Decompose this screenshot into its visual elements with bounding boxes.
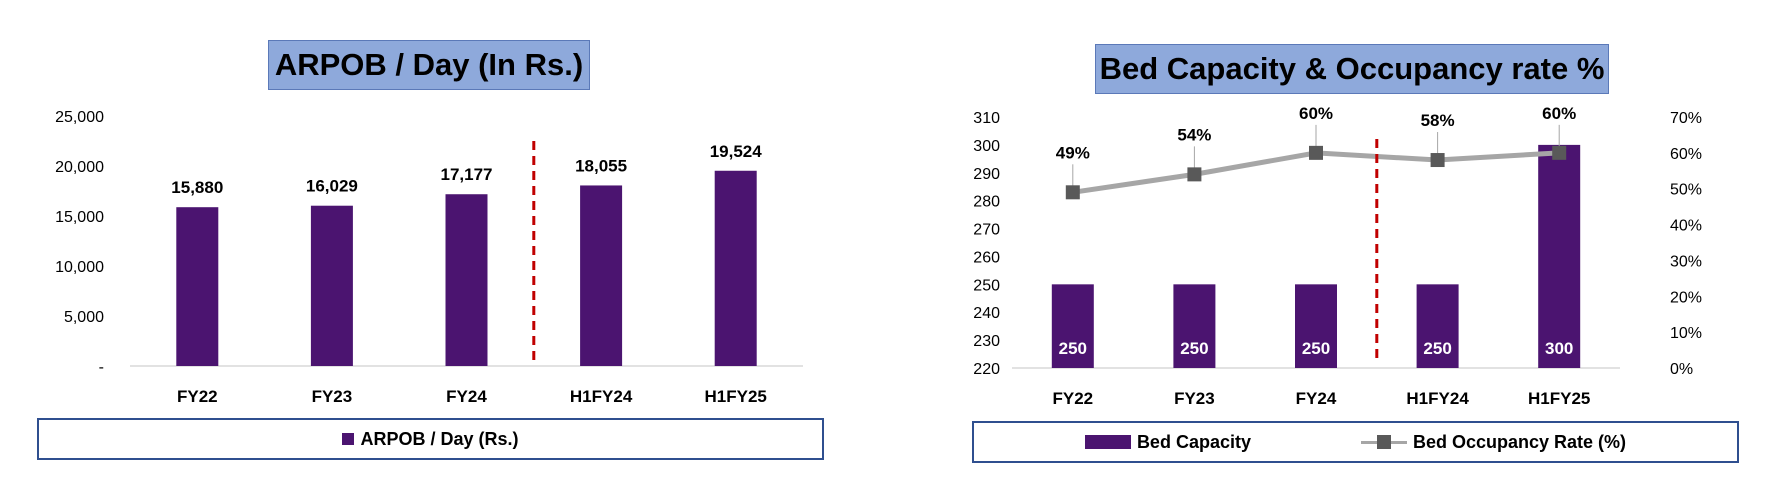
x-tick-label: FY24: [446, 387, 487, 406]
data-label: 17,177: [441, 165, 493, 184]
bar: [580, 185, 623, 366]
line-marker: [1187, 167, 1202, 182]
bar: [1416, 284, 1459, 368]
x-tick-label: H1FY25: [1528, 389, 1590, 408]
y-tick-label: 25,000: [55, 109, 104, 126]
legend-item-arpob: ARPOB / Day (Rs.): [342, 428, 519, 450]
arpob-chart: ARPOB / Day (In Rs.) - 5,000 10,000 15,000 2…: [0, 0, 860, 483]
chart-title: ARPOB / Day (In Rs.): [268, 40, 590, 90]
x-tick-label: H1FY24: [1406, 389, 1469, 408]
legend-swatch-arpob: [342, 433, 355, 445]
line-marker: [1552, 145, 1567, 160]
chart-title: Bed Capacity & Occupancy rate %: [1095, 44, 1609, 94]
y-tick-label: 240: [973, 305, 1000, 322]
x-tick-label: FY23: [312, 387, 353, 406]
y-tick-label: 15,000: [55, 209, 104, 226]
bar: [1538, 144, 1581, 368]
y-tick-label: 310: [973, 110, 1000, 127]
y-tick-label: 220: [973, 361, 1000, 378]
y-tick-label: 300: [973, 138, 1000, 155]
bar-data-label: 250: [1059, 339, 1087, 358]
y-tick-label: 230: [973, 333, 1000, 350]
bar: [1173, 284, 1216, 368]
y-tick-label: 260: [973, 249, 1000, 266]
line-marker: [1065, 185, 1080, 200]
arpob-plot: - 5,000 10,000 15,000 20,000 25,000 15,880 16,0…: [55, 109, 803, 406]
y-tick-label: 280: [973, 194, 1000, 211]
y-tick-label: 20,000: [55, 159, 104, 176]
line-data-label: 49%: [1056, 143, 1090, 162]
y-tick-label: 10,000: [55, 259, 104, 276]
x-tick-label: FY23: [1174, 389, 1215, 408]
chart-legend: ARPOB / Day (Rs.): [37, 418, 824, 460]
bar: [1051, 284, 1094, 368]
y-tick-label: 5,000: [64, 309, 104, 326]
line-data-label: 60%: [1299, 104, 1333, 123]
legend-item-occupancy: Bed Occupancy Rate (%): [1360, 431, 1627, 453]
bar: [1295, 284, 1337, 368]
bar-data-label: 250: [1423, 339, 1451, 358]
y2-tick-label: 30%: [1670, 253, 1702, 270]
y-tick-label: 250: [973, 277, 1000, 294]
legend-label: Bed Capacity: [1136, 431, 1251, 452]
x-tick-label: FY24: [1296, 389, 1337, 408]
line-data-label: 58%: [1421, 111, 1455, 130]
y-tick-label: 270: [973, 222, 1000, 239]
bar: [714, 170, 757, 366]
line-marker: [1309, 145, 1323, 160]
bed-capacity-chart: Bed Capacity & Occupancy rate % 220 230 24…: [930, 0, 1777, 483]
data-label: 18,055: [575, 156, 627, 175]
y2-tick-label: 50%: [1670, 182, 1702, 199]
data-label: 15,880: [171, 178, 223, 197]
x-tick-label: FY22: [1052, 389, 1093, 408]
bar: [310, 205, 353, 366]
x-tick-label: H1FY25: [705, 387, 767, 406]
legend-label: Bed Occupancy Rate (%): [1412, 431, 1627, 452]
bar-data-label: 250: [1302, 339, 1330, 358]
y-tick-label: -: [99, 359, 104, 376]
x-tick-label: FY22: [177, 387, 218, 406]
y-tick-label: 290: [973, 166, 1000, 183]
legend-item-bed-capacity: Bed Capacity: [1084, 431, 1251, 453]
data-label: 16,029: [306, 177, 358, 196]
x-tick-label: H1FY24: [570, 387, 633, 406]
legend-label: ARPOB / Day (Rs.): [360, 428, 519, 449]
y2-tick-label: 40%: [1670, 218, 1702, 235]
line-data-label: 54%: [1177, 125, 1211, 144]
chart-legend: Bed Capacity Bed Occupancy Rate (%): [972, 421, 1739, 463]
line-data-label: 60%: [1542, 104, 1576, 123]
legend-swatch-occupancy: [1360, 435, 1407, 449]
bar-data-label: 250: [1180, 339, 1208, 358]
y2-tick-label: 70%: [1670, 110, 1702, 127]
bar-data-label: 300: [1545, 339, 1573, 358]
bed-capacity-plot: 220 230 240 250 260 270 280 290 300 310 0% 10% 20% 30…: [973, 104, 1702, 408]
y2-tick-label: 20%: [1670, 289, 1702, 306]
data-label: 19,524: [710, 142, 763, 161]
bar: [445, 194, 488, 366]
y2-tick-label: 0%: [1670, 361, 1693, 378]
legend-swatch-bed-capacity: [1084, 435, 1131, 449]
bar: [176, 207, 219, 366]
y2-tick-label: 10%: [1670, 325, 1702, 342]
line-marker: [1430, 153, 1445, 168]
y2-tick-label: 60%: [1670, 146, 1702, 163]
